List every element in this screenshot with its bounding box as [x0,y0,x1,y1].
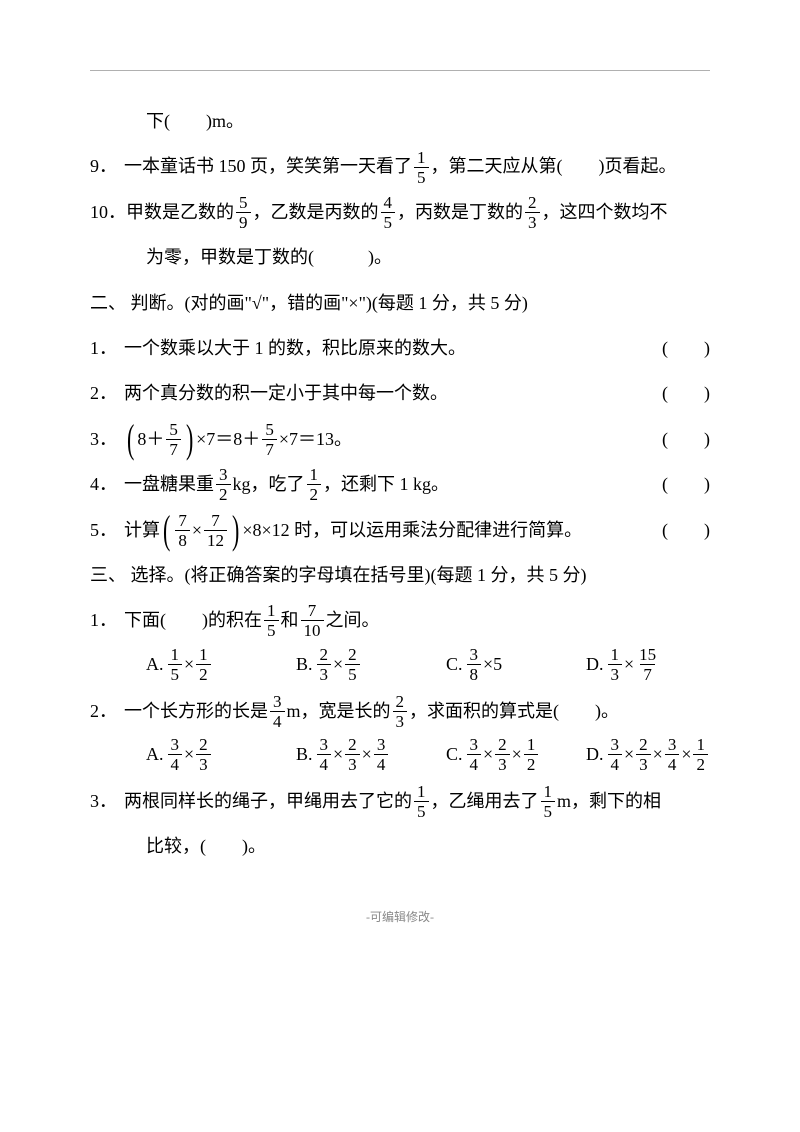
section3-title: 三、 选择。(将正确答案的字母填在括号里)(每题 1 分，共 5 分) [90,555,710,596]
s2q4-f2: 12 [307,466,322,503]
s2q5-blank: ( ) [662,510,710,551]
s3q1-a: 下面( )的积在 [124,600,262,641]
q9-text-b: ，第二天应从第( )页看起。 [431,146,677,187]
s3q1-num: 1． [90,600,124,641]
s2q4-c: ，还剩下 1 kg。 [323,464,449,505]
s2q4-b: kg，吃了 [233,464,305,505]
q10-f1: 59 [236,194,251,231]
s3q1-opt-c: C. 38 ×5 [446,646,586,683]
s2q5-b: ×8×12 时，可以运用乘法分配律进行简算。 [242,510,582,551]
s3q1-options: A. 15 × 12 B. 23 × 25 C. 38 ×5 D. 13 × 1… [90,646,710,683]
q9-frac: 15 [414,149,429,186]
s3q2: 2． 一个长方形的长是 34 m，宽是长的 23 ，求面积的算式是( )。 [90,691,710,732]
q10-b: ，乙数是丙数的 [253,192,379,233]
s3q2-b: m，宽是长的 [287,691,391,732]
q10-d: ，这四个数均不 [542,192,668,233]
s2q1: 1． 一个数乘以大于 1 的数，积比原来的数大。 ( ) [90,328,710,369]
s3q1-f2: 710 [301,602,324,639]
s3q1-opt-b: B. 23 × 25 [296,646,446,683]
s2q3-paren: ( 8＋ 57 ) [124,419,196,460]
lparen-icon: ( [127,421,134,457]
s3q2-c: ，求面积的算式是( )。 [409,691,619,732]
q10-f2: 45 [381,194,396,231]
s3q2-f2: 23 [393,693,408,730]
s3q1: 1． 下面( )的积在 15 和 710 之间。 [90,600,710,641]
exam-page: 下( )m。 9． 一本童话书 150 页，笑笑第一天看了 15 ，第二天应从第… [0,0,800,955]
s3q2-opt-d: D. 34× 23× 34× 12 [586,736,710,773]
q10-line2-text: 为零，甲数是丁数的( )。 [146,237,392,278]
s3q1-opt-a: A. 15 × 12 [146,646,296,683]
s2q2-blank: ( ) [662,373,710,414]
s3q3-line2-text: 比较，( )。 [146,826,266,867]
s2q5-num: 5． [90,510,124,551]
s2q5-f1: 78 [175,512,190,549]
q10-f3: 23 [525,194,540,231]
q10-a: 甲数是乙数的 [126,192,234,233]
s3q1-f1: 15 [264,602,279,639]
q10-num: 10． [90,192,126,233]
s2q5-a: 计算 [124,510,160,551]
s3q2-f1: 34 [270,693,285,730]
s2q4-f1: 32 [216,466,231,503]
s2q4-a: 一盘糖果重 [124,464,214,505]
s2q2: 2． 两个真分数的积一定小于其中每一个数。 ( ) [90,373,710,414]
s2q3-num: 3． [90,419,124,460]
section2-title: 二、 判断。(对的画"√"，错的画"×")(每题 1 分，共 5 分) [90,283,710,324]
s3q1-c: 之间。 [326,600,380,641]
s2q5-f2: 712 [204,512,227,549]
s3q3-c: m，剩下的相 [557,781,661,822]
q9-line: 9． 一本童话书 150 页，笑笑第一天看了 15 ，第二天应从第( )页看起。 [90,146,710,187]
s2q1-text: 一个数乘以大于 1 的数，积比原来的数大。 [124,328,466,369]
s2q3-f2: 57 [262,421,277,458]
s2q4-num: 4． [90,464,124,505]
s2q3-f1: 57 [166,421,181,458]
q9-num: 9． [90,146,124,187]
top-rule [90,70,710,71]
s3q2-opt-c: C. 34× 23× 12 [446,736,586,773]
s2q3-blank: ( ) [662,419,710,460]
s2q5: 5． 计算 ( 78 × 712 ) ×8×12 时，可以运用乘法分配律进行简算… [90,510,710,551]
s2q1-blank: ( ) [662,328,710,369]
q10-line1: 10． 甲数是乙数的 59 ，乙数是丙数的 45 ，丙数是丁数的 23 ，这四个… [90,192,710,233]
s2q5-paren: ( 78 × 712 ) [160,510,242,551]
s3q1-b: 和 [281,600,299,641]
s2q5-times: × [192,510,202,551]
s3q3-b: ，乙绳用去了 [431,781,539,822]
q8-tail: 下( )m。 [146,101,244,142]
s3q3-f1: 15 [414,783,429,820]
s2q2-text: 两个真分数的积一定小于其中每一个数。 [124,373,448,414]
q10-c: ，丙数是丁数的 [397,192,523,233]
s2q1-num: 1． [90,328,124,369]
s3q1-opt-d: D. 13 × 157 [586,646,661,683]
s3q2-opt-a: A. 34× 23 [146,736,296,773]
rparen-icon: ) [186,421,193,457]
q8-tail-line: 下( )m。 [90,101,710,142]
s3q3-line2: 比较，( )。 [90,826,710,867]
s3q2-a: 一个长方形的长是 [124,691,268,732]
sec3-text: 三、 选择。(将正确答案的字母填在括号里)(每题 1 分，共 5 分) [90,555,586,596]
s2q3-tail: ×7＝13。 [279,419,352,460]
s3q3-line1: 3． 两根同样长的绳子，甲绳用去了它的 15 ，乙绳用去了 15 m，剩下的相 [90,781,710,822]
s3q3-f2: 15 [541,783,556,820]
s3q2-options: A. 34× 23 B. 34× 23× 34 C. 34× 23× 12 D.… [90,736,710,773]
s2q4-blank: ( ) [662,464,710,505]
s3q3-num: 3． [90,781,124,822]
s2q2-num: 2． [90,373,124,414]
page-footer: -可编辑修改- [90,908,710,925]
lparen2-icon: ( [163,512,170,548]
s2q4: 4． 一盘糖果重 32 kg，吃了 12 ，还剩下 1 kg。 ( ) [90,464,710,505]
s2q3: 3． ( 8＋ 57 ) ×7＝8＋ 57 ×7＝13。 ( ) [90,419,710,460]
q9-text-a: 一本童话书 150 页，笑笑第一天看了 [124,146,412,187]
sec2-text: 二、 判断。(对的画"√"，错的画"×")(每题 1 分，共 5 分) [90,283,528,324]
s2q3-mid: ×7＝8＋ [196,419,260,460]
s2q3-plus: 8＋ [137,419,164,460]
q10-line2: 为零，甲数是丁数的( )。 [90,237,710,278]
rparen2-icon: ) [232,512,239,548]
s3q2-opt-b: B. 34× 23× 34 [296,736,446,773]
s3q3-a: 两根同样长的绳子，甲绳用去了它的 [124,781,412,822]
s3q2-num: 2． [90,691,124,732]
